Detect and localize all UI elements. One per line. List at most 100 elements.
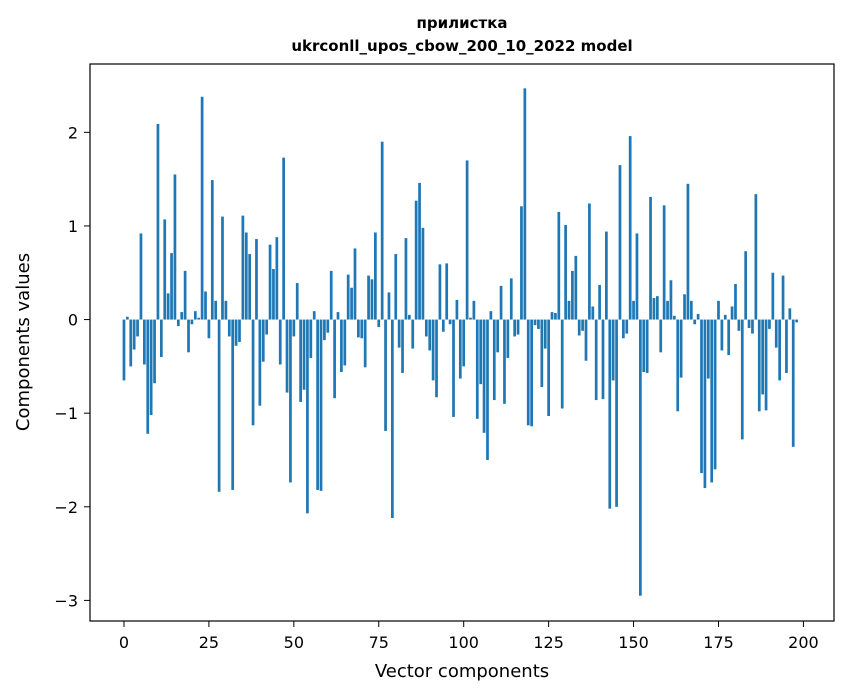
plot-area-frame (89, 63, 835, 622)
bar (710, 319, 714, 483)
bar (557, 211, 561, 320)
bar (401, 319, 404, 373)
y-tick-label: 2 (68, 123, 78, 142)
bar (275, 237, 279, 320)
bar (486, 319, 489, 460)
bar (159, 319, 163, 358)
bar (156, 123, 160, 320)
x-tick-label: 25 (199, 633, 219, 652)
bar (516, 319, 520, 335)
bar (292, 319, 296, 337)
bar (693, 319, 697, 325)
bar (489, 311, 493, 320)
bar (672, 315, 676, 320)
bar (146, 319, 150, 434)
bar (649, 196, 652, 320)
bar (346, 274, 350, 320)
bar (509, 278, 513, 320)
bar (795, 319, 798, 323)
bar (645, 319, 649, 373)
bar (768, 319, 771, 329)
bar (679, 319, 683, 378)
bar (564, 225, 567, 320)
bar (343, 319, 347, 366)
bar (445, 263, 449, 320)
bar (272, 269, 275, 320)
bar (285, 319, 289, 393)
bar (785, 319, 788, 373)
bar (618, 165, 622, 320)
bar (571, 270, 574, 320)
bar (139, 233, 143, 320)
bar (316, 319, 319, 490)
bar (465, 160, 469, 320)
bar (424, 319, 428, 337)
x-tick-label: 75 (369, 633, 389, 652)
bar (727, 319, 731, 356)
bar (190, 319, 194, 325)
bar (475, 319, 479, 419)
bar (360, 319, 364, 339)
bar (214, 300, 218, 320)
bar (625, 319, 629, 334)
bar (363, 319, 367, 368)
bar (482, 319, 486, 433)
bar (455, 299, 459, 320)
bar (353, 248, 357, 320)
bar (635, 233, 639, 320)
bar (244, 232, 248, 320)
bar (574, 255, 578, 320)
x-tick-label: 50 (284, 633, 304, 652)
bar (706, 319, 710, 379)
bar (441, 319, 445, 332)
y-axis-ticks: −3 −2 −1 0 1 2 (54, 123, 90, 610)
bar (404, 238, 408, 320)
bar (265, 319, 269, 335)
bar (149, 319, 153, 416)
bar (764, 319, 768, 411)
bar (774, 319, 778, 348)
bar (686, 183, 690, 320)
bar (210, 180, 214, 320)
bar (170, 253, 173, 320)
bar (503, 319, 506, 404)
bar (414, 200, 418, 320)
bar (238, 319, 241, 343)
y-tick-label: −2 (54, 498, 78, 517)
bar (312, 311, 316, 320)
bar-series (122, 88, 798, 596)
bar (350, 287, 353, 320)
bar (448, 319, 452, 325)
bar (248, 254, 252, 320)
bar (183, 270, 187, 320)
bar (458, 319, 462, 379)
bar (540, 319, 544, 387)
bar (176, 319, 180, 327)
bar (496, 319, 500, 353)
bar (166, 293, 170, 320)
bar (628, 136, 632, 320)
y-axis-label: Components values (13, 253, 34, 431)
bar (669, 280, 673, 320)
x-tick-label: 200 (788, 633, 819, 652)
bar (407, 314, 411, 320)
bar (513, 319, 517, 337)
bar (594, 319, 598, 401)
bar (744, 251, 748, 320)
bar (550, 312, 554, 320)
bar (734, 283, 737, 320)
bar (530, 319, 533, 427)
bar (200, 96, 204, 320)
bar (204, 291, 207, 320)
bar (394, 254, 398, 320)
bar (187, 319, 190, 353)
bar (462, 319, 466, 367)
bar (306, 319, 309, 514)
bar (543, 319, 547, 349)
bar (499, 285, 503, 320)
bar (357, 319, 360, 338)
bar (418, 182, 421, 320)
bar (533, 319, 537, 326)
x-tick-label: 150 (618, 633, 649, 652)
bar (655, 296, 659, 320)
